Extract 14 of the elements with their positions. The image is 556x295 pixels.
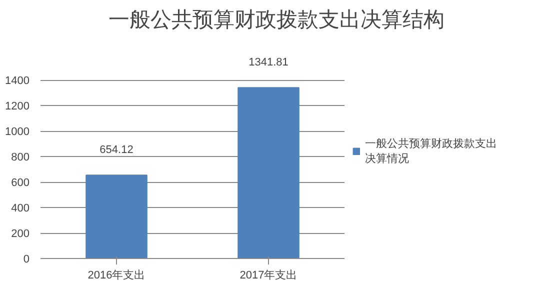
data-label: 654.12 [100, 144, 134, 156]
x-tick-label: 2016年支出 [88, 268, 146, 282]
data-label: 1341.81 [248, 56, 288, 69]
chart-title: 一般公共预算财政拨款支出决算结构 [108, 8, 444, 32]
y-tick-label: 800 [11, 152, 30, 164]
x-tick-label: 2017年支出 [240, 268, 298, 282]
y-tick-label: 600 [11, 177, 30, 190]
y-tick-label: 400 [11, 202, 30, 215]
y-tick-label: 1000 [5, 126, 30, 138]
y-tick-label: 200 [11, 228, 30, 240]
y-tick-label: 1400 [5, 75, 30, 88]
y-tick-label: 1200 [5, 100, 30, 113]
y-tick-label: 0 [23, 254, 30, 266]
legend-label: 一般公共预算财政拨款支出决算情况 [365, 136, 497, 166]
